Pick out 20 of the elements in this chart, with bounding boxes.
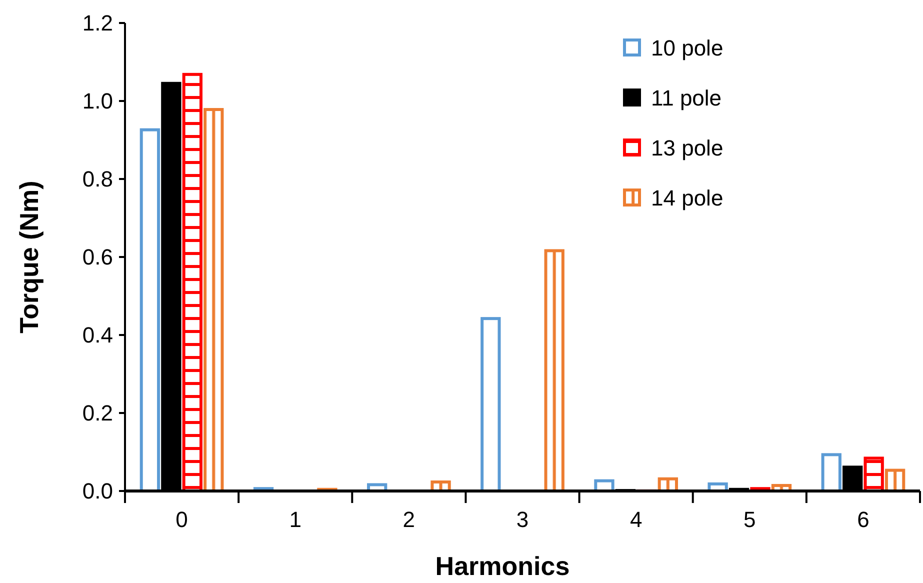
legend-label: 13 pole xyxy=(651,136,724,161)
y-tick-label: 0.4 xyxy=(82,322,113,348)
y-tick-label: 0.0 xyxy=(82,478,113,504)
legend-label: 10 pole xyxy=(651,36,724,61)
x-tick-label: 6 xyxy=(857,507,870,532)
y-axis-title: Torque (Nm) xyxy=(14,180,44,334)
legend-label: 14 pole xyxy=(651,186,724,211)
x-axis-title: Harmonics xyxy=(435,551,570,581)
y-tick-label: 0.8 xyxy=(82,166,113,192)
x-tick-label: 2 xyxy=(402,507,416,532)
y-tick-label: 0.2 xyxy=(82,400,113,426)
x-tick-label: 1 xyxy=(289,507,302,532)
x-tick-label: 4 xyxy=(630,507,642,532)
y-tick-label: 0.6 xyxy=(82,244,113,270)
x-tick-label: 3 xyxy=(516,507,529,532)
y-tick-label: 1.0 xyxy=(82,88,113,114)
y-tick-label: 1.2 xyxy=(82,10,113,36)
legend-label: 11 pole xyxy=(651,86,722,111)
x-tick-label: 5 xyxy=(744,507,756,532)
x-tick-label: 0 xyxy=(176,507,188,532)
